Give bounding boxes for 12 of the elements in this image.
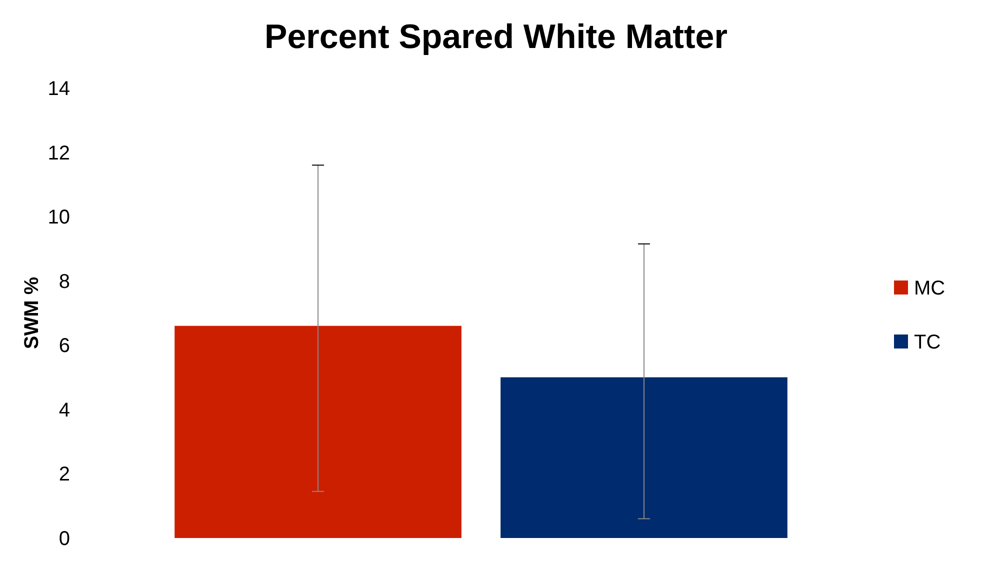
y-tick-label: 4 [58,399,70,422]
y-axis-title: SWM % [21,276,43,350]
y-tick-label: 10 [48,206,70,229]
chart-title: Percent Spared White Matter [264,18,728,56]
y-tick-label: 2 [58,464,70,486]
y-tick-label: 8 [58,270,70,293]
y-tick-label: 0 [58,528,70,550]
legend-label: MC [914,278,946,300]
legend-label: TC [914,332,941,354]
y-tick-label: 14 [48,78,70,100]
y-tick-label: 12 [48,142,70,164]
y-tick-label: 6 [58,335,70,358]
